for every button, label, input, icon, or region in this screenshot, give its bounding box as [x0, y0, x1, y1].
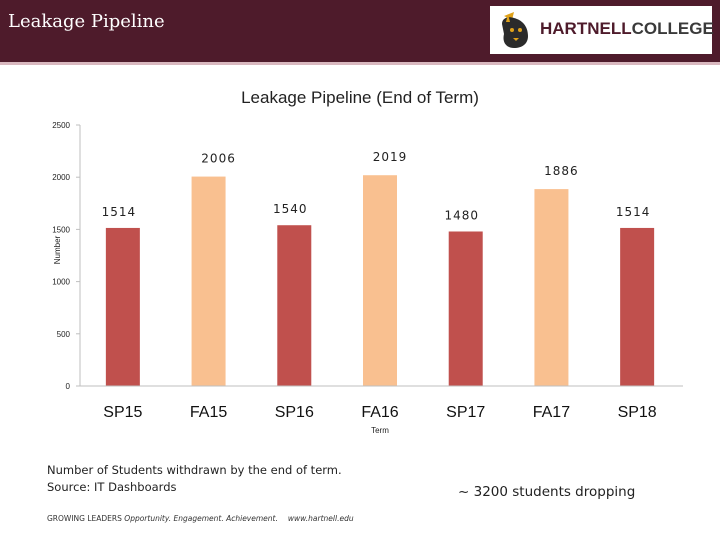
header-title: Leakage Pipeline [8, 11, 165, 32]
x-tick-label-sp18: SP18 [618, 404, 657, 421]
bar-sp16 [277, 225, 312, 386]
footer-tagline: Opportunity. Engagement. Achievement. [124, 514, 278, 523]
logo-word-college: COLLEGE [631, 19, 714, 38]
x-tick-label-fa17: FA17 [533, 404, 570, 421]
header-divider [0, 62, 720, 65]
x-axis-title: Term [371, 426, 389, 435]
y-axis: 0 500 1000 1500 2000 2500 [52, 121, 81, 391]
data-label-sp17: 1480 [444, 208, 479, 222]
y-tick-label: 1000 [52, 278, 70, 287]
bar-fa15 [191, 176, 226, 386]
chart-title: Leakage Pipeline (End of Term) [241, 88, 479, 107]
x-tick-label-fa16: FA16 [361, 404, 398, 421]
header-bar: Leakage Pipeline HARTNELLCOLLEGE [0, 0, 720, 62]
data-label-fa15: 2006 [201, 152, 236, 166]
panther-logo-icon [502, 12, 528, 48]
footer: GROWING LEADERS Opportunity. Engagement.… [47, 514, 354, 523]
bar-fa17 [534, 189, 569, 386]
x-tick-label-sp17: SP17 [446, 404, 485, 421]
chart-notes: Number of Students withdrawn by the end … [47, 462, 342, 496]
note-line-2: Source: IT Dashboards [47, 480, 177, 494]
y-tick-label: 2000 [52, 173, 70, 182]
bar-sp17 [448, 231, 483, 386]
summary-text: ~ 3200 students dropping [458, 484, 636, 500]
bar-fa16 [363, 175, 397, 386]
data-label-sp16: 1540 [273, 202, 308, 216]
y-tick-label: 1500 [52, 225, 70, 234]
data-label-sp18: 1514 [616, 205, 651, 219]
y-axis-title: Number [53, 235, 62, 264]
data-label-fa17: 1886 [544, 164, 579, 178]
bars [105, 175, 655, 386]
data-labels: 1514 2006 1540 2019 1480 1886 1514 [102, 150, 651, 222]
bar-sp15 [105, 227, 140, 386]
x-axis: SP15 FA15 SP16 FA16 SP17 FA17 SP18 [80, 385, 683, 421]
data-label-fa16: 2019 [373, 150, 408, 164]
college-logo: HARTNELLCOLLEGE [490, 6, 714, 54]
logo-word-hartnell: HARTNELL [540, 19, 632, 38]
data-label-sp15: 1514 [102, 205, 137, 219]
y-tick-label: 0 [66, 382, 71, 391]
footer-lead: GROWING LEADERS [47, 514, 122, 523]
y-tick-label: 500 [57, 330, 71, 339]
x-tick-label-sp15: SP15 [103, 404, 142, 421]
footer-url[interactable]: www.hartnell.edu [287, 514, 354, 523]
note-line-1: Number of Students withdrawn by the end … [47, 463, 342, 477]
x-tick-label-fa15: FA15 [190, 404, 227, 421]
bar-sp18 [620, 227, 655, 386]
logo-wordmark: HARTNELLCOLLEGE [540, 19, 714, 39]
x-tick-label-sp16: SP16 [275, 404, 314, 421]
y-tick-label: 2500 [52, 121, 70, 130]
